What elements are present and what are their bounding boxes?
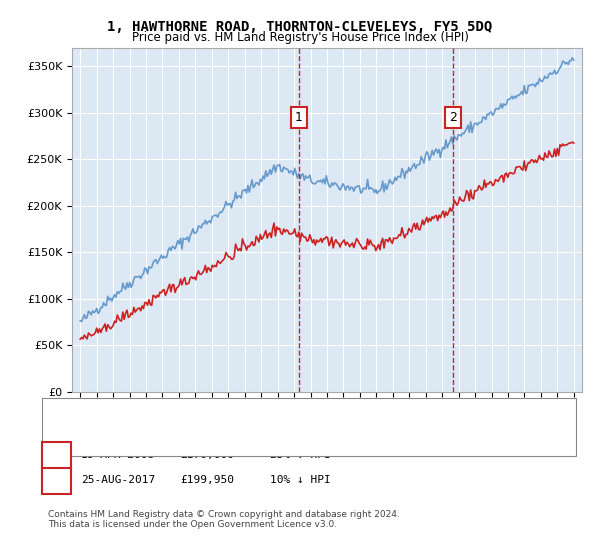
Text: 18-APR-2008: 18-APR-2008 bbox=[81, 450, 155, 460]
Text: £199,950: £199,950 bbox=[180, 475, 234, 486]
Text: ——: —— bbox=[60, 431, 88, 446]
Text: Contains HM Land Registry data © Crown copyright and database right 2024.
This d: Contains HM Land Registry data © Crown c… bbox=[48, 510, 400, 529]
Text: HPI: Average price, detached house, Wyre: HPI: Average price, detached house, Wyre bbox=[87, 433, 293, 444]
Text: £170,000: £170,000 bbox=[180, 450, 234, 460]
Text: 1: 1 bbox=[295, 111, 303, 124]
Text: 25% ↓ HPI: 25% ↓ HPI bbox=[270, 450, 331, 460]
Text: Price paid vs. HM Land Registry's House Price Index (HPI): Price paid vs. HM Land Registry's House … bbox=[131, 31, 469, 44]
Text: 25-AUG-2017: 25-AUG-2017 bbox=[81, 475, 155, 486]
Text: ——: —— bbox=[60, 414, 88, 429]
Text: 10% ↓ HPI: 10% ↓ HPI bbox=[270, 475, 331, 486]
Text: 1: 1 bbox=[53, 450, 60, 460]
Text: 2: 2 bbox=[449, 111, 457, 124]
Text: 1, HAWTHORNE ROAD, THORNTON-CLEVELEYS, FY5 5DQ (detached house): 1, HAWTHORNE ROAD, THORNTON-CLEVELEYS, F… bbox=[87, 417, 454, 427]
Text: 2: 2 bbox=[53, 475, 60, 486]
Text: 1, HAWTHORNE ROAD, THORNTON-CLEVELEYS, FY5 5DQ: 1, HAWTHORNE ROAD, THORNTON-CLEVELEYS, F… bbox=[107, 20, 493, 34]
